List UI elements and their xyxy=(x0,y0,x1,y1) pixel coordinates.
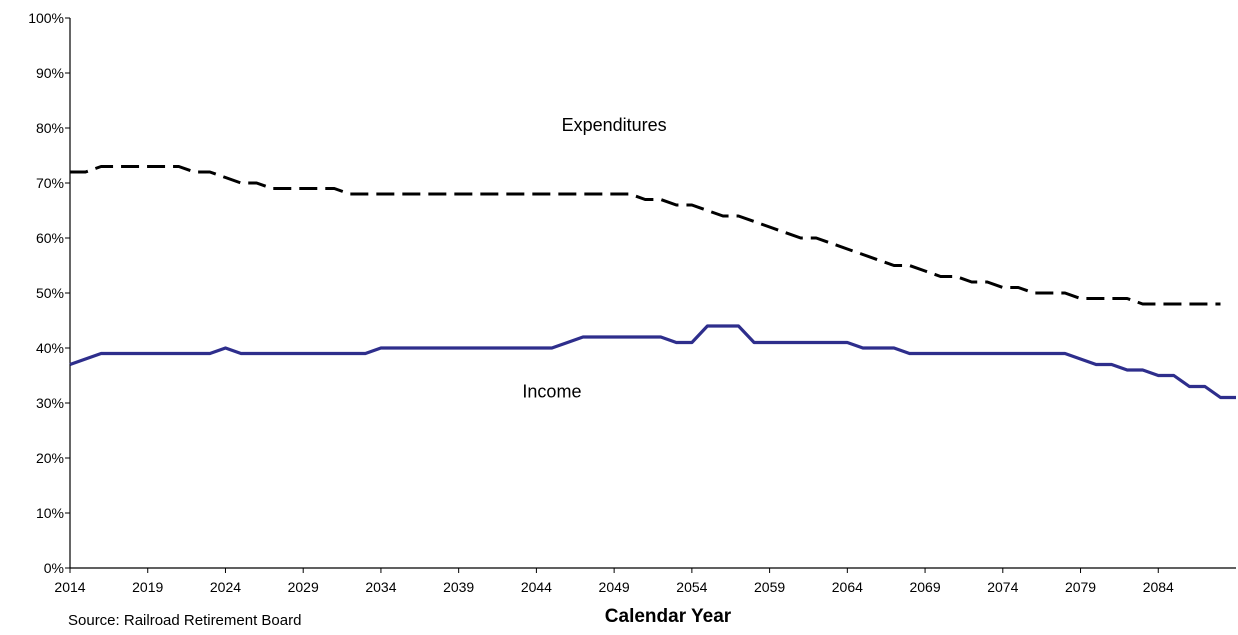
y-tick-label: 60% xyxy=(36,230,64,246)
series-line-expenditures xyxy=(70,165,1221,306)
x-tick-label: 2069 xyxy=(909,579,940,595)
x-tick-label: 2074 xyxy=(987,579,1018,595)
x-tick-label: 2084 xyxy=(1143,579,1174,595)
y-tick-label: 30% xyxy=(36,395,64,411)
annotation-income: Income xyxy=(522,382,581,402)
x-tick-label: 2039 xyxy=(443,579,474,595)
x-tick-label: 2044 xyxy=(521,579,552,595)
x-tick-label: 2079 xyxy=(1065,579,1096,595)
x-axis-ticks: 2014 2019 2024 2029 2034 2039 2044 2049 2054 2059… xyxy=(54,568,1174,595)
series-line-income xyxy=(69,324,1236,400)
annotation-layer: Expenditures Income xyxy=(522,115,666,402)
y-tick-label: 50% xyxy=(36,285,64,301)
series-layer xyxy=(69,165,1236,400)
x-tick-label: 2019 xyxy=(132,579,163,595)
y-tick-label: 100% xyxy=(28,10,64,26)
y-tick-label: 70% xyxy=(36,175,64,191)
x-tick-label: 2059 xyxy=(754,579,785,595)
x-tick-label: 2024 xyxy=(210,579,241,595)
y-tick-label: 80% xyxy=(36,120,64,136)
y-tick-label: 10% xyxy=(36,505,64,521)
y-tick-label: 20% xyxy=(36,450,64,466)
y-tick-label: 90% xyxy=(36,65,64,81)
x-tick-label: 2034 xyxy=(365,579,396,595)
x-axis-title: Calendar Year xyxy=(605,606,732,627)
y-tick-label: 0% xyxy=(44,560,64,576)
x-tick-label: 2049 xyxy=(599,579,630,595)
x-tick-label: 2054 xyxy=(676,579,707,595)
x-tick-label: 2064 xyxy=(832,579,863,595)
source-note: Source: Railroad Retirement Board xyxy=(68,612,301,629)
annotation-expenditures: Expenditures xyxy=(562,115,667,135)
x-tick-label: 2014 xyxy=(54,579,85,595)
y-tick-label: 40% xyxy=(36,340,64,356)
y-axis-ticks: 0% 10% 20% 30% 40% 50% 60% 70% 80% 90% 100% xyxy=(28,10,70,576)
x-tick-label: 2029 xyxy=(288,579,319,595)
